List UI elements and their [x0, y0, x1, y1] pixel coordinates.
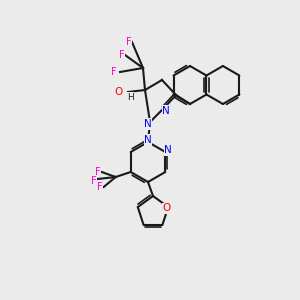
Text: H: H: [127, 92, 134, 101]
Text: O: O: [115, 87, 123, 97]
Text: F: F: [91, 176, 97, 186]
Text: O: O: [162, 203, 170, 213]
Text: F: F: [119, 50, 125, 60]
Text: N: N: [144, 119, 152, 129]
Text: N: N: [164, 145, 172, 155]
Text: F: F: [97, 182, 103, 192]
Text: N: N: [162, 106, 170, 116]
Text: F: F: [126, 37, 132, 47]
Text: F: F: [95, 167, 100, 177]
Text: N: N: [144, 135, 152, 145]
Text: F: F: [111, 67, 117, 77]
